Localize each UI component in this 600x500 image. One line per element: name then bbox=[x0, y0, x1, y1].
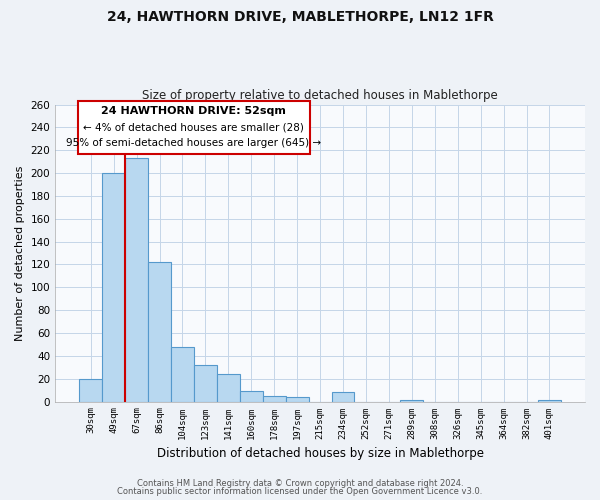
Bar bbox=[332, 392, 355, 402]
Bar bbox=[400, 400, 423, 402]
Bar bbox=[240, 392, 263, 402]
Bar bbox=[148, 262, 171, 402]
Text: ← 4% of detached houses are smaller (28): ← 4% of detached houses are smaller (28) bbox=[83, 122, 304, 132]
Y-axis label: Number of detached properties: Number of detached properties bbox=[15, 166, 25, 340]
Text: Contains public sector information licensed under the Open Government Licence v3: Contains public sector information licen… bbox=[118, 488, 482, 496]
Bar bbox=[102, 173, 125, 402]
Bar bbox=[217, 374, 240, 402]
Bar bbox=[125, 158, 148, 402]
Bar bbox=[79, 378, 102, 402]
Title: Size of property relative to detached houses in Mablethorpe: Size of property relative to detached ho… bbox=[142, 89, 498, 102]
Text: Contains HM Land Registry data © Crown copyright and database right 2024.: Contains HM Land Registry data © Crown c… bbox=[137, 478, 463, 488]
Bar bbox=[538, 400, 561, 402]
Text: 24, HAWTHORN DRIVE, MABLETHORPE, LN12 1FR: 24, HAWTHORN DRIVE, MABLETHORPE, LN12 1F… bbox=[107, 10, 493, 24]
Bar bbox=[286, 397, 308, 402]
X-axis label: Distribution of detached houses by size in Mablethorpe: Distribution of detached houses by size … bbox=[157, 447, 484, 460]
Text: 95% of semi-detached houses are larger (645) →: 95% of semi-detached houses are larger (… bbox=[67, 138, 322, 148]
Bar bbox=[171, 346, 194, 402]
Text: 24 HAWTHORN DRIVE: 52sqm: 24 HAWTHORN DRIVE: 52sqm bbox=[101, 106, 286, 117]
Bar bbox=[263, 396, 286, 402]
Bar bbox=[194, 365, 217, 402]
